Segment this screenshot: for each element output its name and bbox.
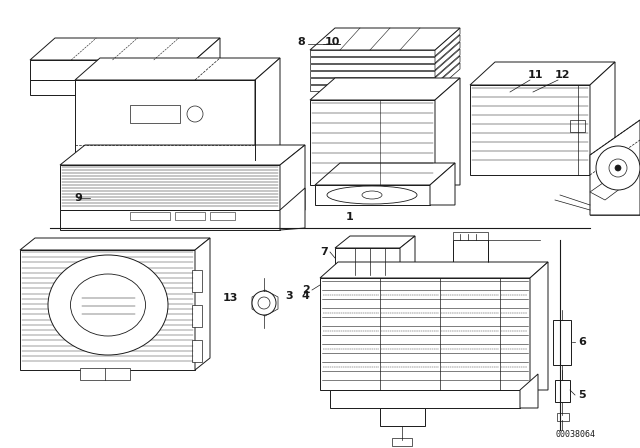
Bar	[130, 212, 170, 220]
Bar	[555, 380, 570, 402]
Polygon shape	[280, 145, 305, 210]
Polygon shape	[310, 78, 460, 100]
Bar	[130, 105, 180, 123]
Text: 2: 2	[302, 285, 310, 295]
Bar	[392, 438, 412, 446]
Polygon shape	[310, 85, 435, 91]
Text: 7: 7	[320, 247, 328, 257]
Polygon shape	[310, 57, 435, 63]
Polygon shape	[400, 236, 415, 275]
Polygon shape	[470, 85, 590, 175]
Circle shape	[258, 297, 270, 309]
Polygon shape	[75, 58, 280, 80]
Polygon shape	[310, 100, 435, 185]
Circle shape	[609, 159, 627, 177]
Polygon shape	[335, 236, 415, 248]
Polygon shape	[315, 163, 455, 185]
Circle shape	[187, 106, 203, 122]
Ellipse shape	[362, 191, 382, 199]
Bar	[192, 305, 202, 327]
Bar	[192, 340, 202, 362]
Polygon shape	[320, 278, 530, 390]
Text: 9: 9	[74, 193, 82, 203]
Polygon shape	[60, 210, 280, 230]
Text: 1: 1	[346, 212, 354, 222]
Polygon shape	[435, 35, 460, 63]
Polygon shape	[75, 80, 255, 160]
Circle shape	[596, 146, 640, 190]
Bar	[210, 212, 235, 220]
Bar	[453, 240, 488, 262]
Polygon shape	[315, 185, 430, 205]
Text: 4: 4	[302, 291, 310, 301]
Circle shape	[252, 291, 276, 315]
Polygon shape	[430, 163, 455, 205]
Text: 5: 5	[578, 390, 586, 400]
Bar	[80, 368, 130, 380]
Polygon shape	[255, 298, 272, 308]
Polygon shape	[195, 238, 210, 370]
Bar	[553, 320, 571, 365]
Bar	[453, 232, 488, 240]
Bar	[192, 270, 202, 292]
Polygon shape	[20, 238, 210, 250]
Polygon shape	[30, 60, 195, 80]
Polygon shape	[30, 38, 220, 60]
Ellipse shape	[48, 255, 168, 355]
Polygon shape	[590, 62, 615, 175]
Polygon shape	[320, 262, 548, 278]
Polygon shape	[435, 78, 460, 185]
Polygon shape	[60, 145, 305, 165]
Polygon shape	[60, 165, 280, 210]
Polygon shape	[280, 188, 305, 230]
Polygon shape	[590, 120, 640, 215]
Polygon shape	[435, 42, 460, 70]
Polygon shape	[195, 38, 220, 80]
Polygon shape	[255, 58, 280, 160]
Text: 13: 13	[223, 293, 238, 303]
Polygon shape	[335, 248, 400, 275]
Bar	[557, 413, 569, 421]
Polygon shape	[330, 390, 520, 408]
Ellipse shape	[70, 274, 145, 336]
Polygon shape	[30, 80, 75, 95]
Text: 10: 10	[325, 37, 340, 47]
Polygon shape	[310, 71, 435, 77]
Polygon shape	[310, 28, 460, 50]
Text: 11: 11	[528, 70, 543, 80]
Bar	[380, 408, 425, 426]
Polygon shape	[530, 262, 548, 390]
Text: 00038064: 00038064	[555, 430, 595, 439]
Polygon shape	[520, 374, 538, 408]
Polygon shape	[310, 78, 435, 84]
Polygon shape	[435, 63, 460, 91]
Text: 12: 12	[555, 70, 570, 80]
Polygon shape	[435, 49, 460, 77]
Polygon shape	[20, 250, 195, 370]
Bar	[570, 120, 585, 132]
Text: 6: 6	[578, 337, 586, 347]
Circle shape	[615, 165, 621, 171]
Polygon shape	[310, 50, 435, 56]
Polygon shape	[435, 56, 460, 84]
Ellipse shape	[327, 186, 417, 204]
Text: 8: 8	[297, 37, 305, 47]
Polygon shape	[470, 62, 615, 85]
Text: 3: 3	[285, 291, 292, 301]
Bar	[175, 212, 205, 220]
Polygon shape	[590, 178, 625, 200]
Polygon shape	[252, 290, 278, 316]
Polygon shape	[435, 28, 460, 56]
Polygon shape	[310, 64, 435, 70]
